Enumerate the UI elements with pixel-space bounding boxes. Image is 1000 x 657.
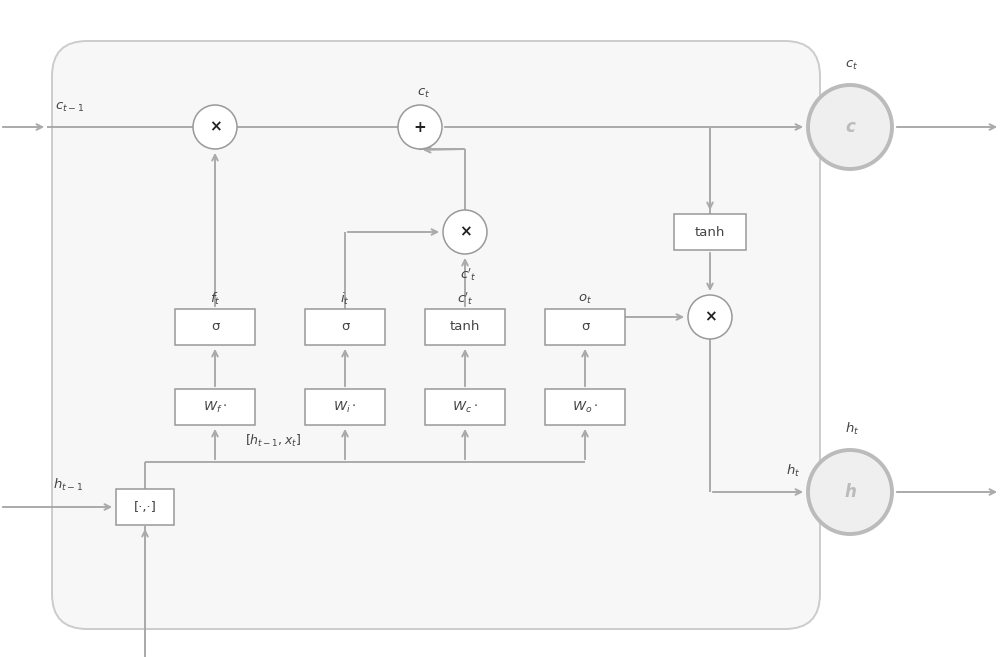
Text: ×: ×	[209, 120, 221, 135]
Text: c: c	[845, 118, 855, 136]
Text: $c_{t-1}$: $c_{t-1}$	[55, 101, 84, 114]
Text: $f_t$: $f_t$	[210, 291, 220, 307]
Text: $h_t$: $h_t$	[845, 421, 859, 437]
FancyBboxPatch shape	[545, 389, 625, 425]
FancyBboxPatch shape	[425, 309, 505, 345]
Text: $W_o\cdot$: $W_o\cdot$	[572, 399, 598, 415]
Text: $c_t$: $c_t$	[845, 59, 859, 72]
Circle shape	[808, 85, 892, 169]
Text: h: h	[844, 483, 856, 501]
FancyBboxPatch shape	[305, 389, 385, 425]
FancyBboxPatch shape	[175, 309, 255, 345]
Text: σ: σ	[211, 321, 219, 334]
Text: $h_{t-1}$: $h_{t-1}$	[53, 477, 83, 493]
Text: $o_t$: $o_t$	[578, 292, 592, 306]
FancyBboxPatch shape	[52, 41, 820, 629]
Circle shape	[688, 295, 732, 339]
Text: σ: σ	[581, 321, 589, 334]
Text: $c'_t$: $c'_t$	[457, 290, 473, 307]
FancyBboxPatch shape	[425, 389, 505, 425]
Text: $i_t$: $i_t$	[340, 291, 350, 307]
Text: $[h_{t-1},x_t]$: $[h_{t-1},x_t]$	[245, 433, 301, 449]
Text: $W_i\cdot$: $W_i\cdot$	[333, 399, 357, 415]
Circle shape	[808, 450, 892, 534]
FancyBboxPatch shape	[674, 214, 746, 250]
Text: $c_t$: $c_t$	[417, 87, 431, 100]
Text: [·,·]: [·,·]	[134, 501, 156, 514]
FancyBboxPatch shape	[545, 309, 625, 345]
Text: tanh: tanh	[450, 321, 480, 334]
FancyBboxPatch shape	[175, 389, 255, 425]
Text: $W_c\cdot$: $W_c\cdot$	[452, 399, 478, 415]
Text: ×: ×	[704, 309, 716, 325]
Text: $c'_t$: $c'_t$	[460, 266, 476, 283]
FancyBboxPatch shape	[305, 309, 385, 345]
Text: σ: σ	[341, 321, 349, 334]
FancyBboxPatch shape	[116, 489, 174, 525]
Text: $W_f\cdot$: $W_f\cdot$	[203, 399, 227, 415]
Circle shape	[398, 105, 442, 149]
Circle shape	[443, 210, 487, 254]
Text: +: +	[414, 120, 426, 135]
Text: tanh: tanh	[695, 225, 725, 238]
Circle shape	[193, 105, 237, 149]
Text: ×: ×	[459, 225, 471, 240]
Text: $h_t$: $h_t$	[786, 463, 800, 479]
